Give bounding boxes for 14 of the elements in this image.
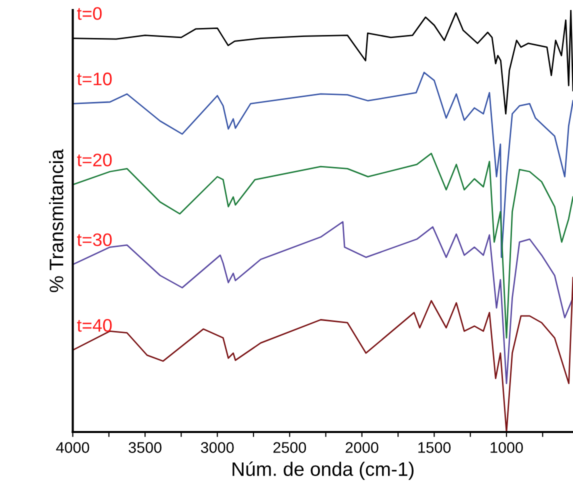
series-label: t=20 — [77, 154, 112, 166]
x-tick-label: 3000 — [200, 442, 234, 453]
x-tick-label: 2500 — [273, 442, 306, 453]
series-label: t=40 — [77, 319, 112, 332]
x-tick-label: 2000 — [346, 442, 378, 453]
x-tick-label: 1000 — [490, 442, 523, 453]
x-axis-title: Núm. de onda (cm-1) — [232, 462, 414, 480]
series-label: t=0 — [77, 7, 102, 20]
x-tick-label: 4000 — [56, 442, 90, 453]
series-label: t=30 — [77, 233, 112, 246]
x-tick-label: 1500 — [418, 442, 451, 453]
x-tick-label: 3500 — [128, 442, 162, 453]
y-axis-title: % Transmitancia — [49, 149, 64, 292]
series-label: t=10 — [77, 72, 112, 86]
